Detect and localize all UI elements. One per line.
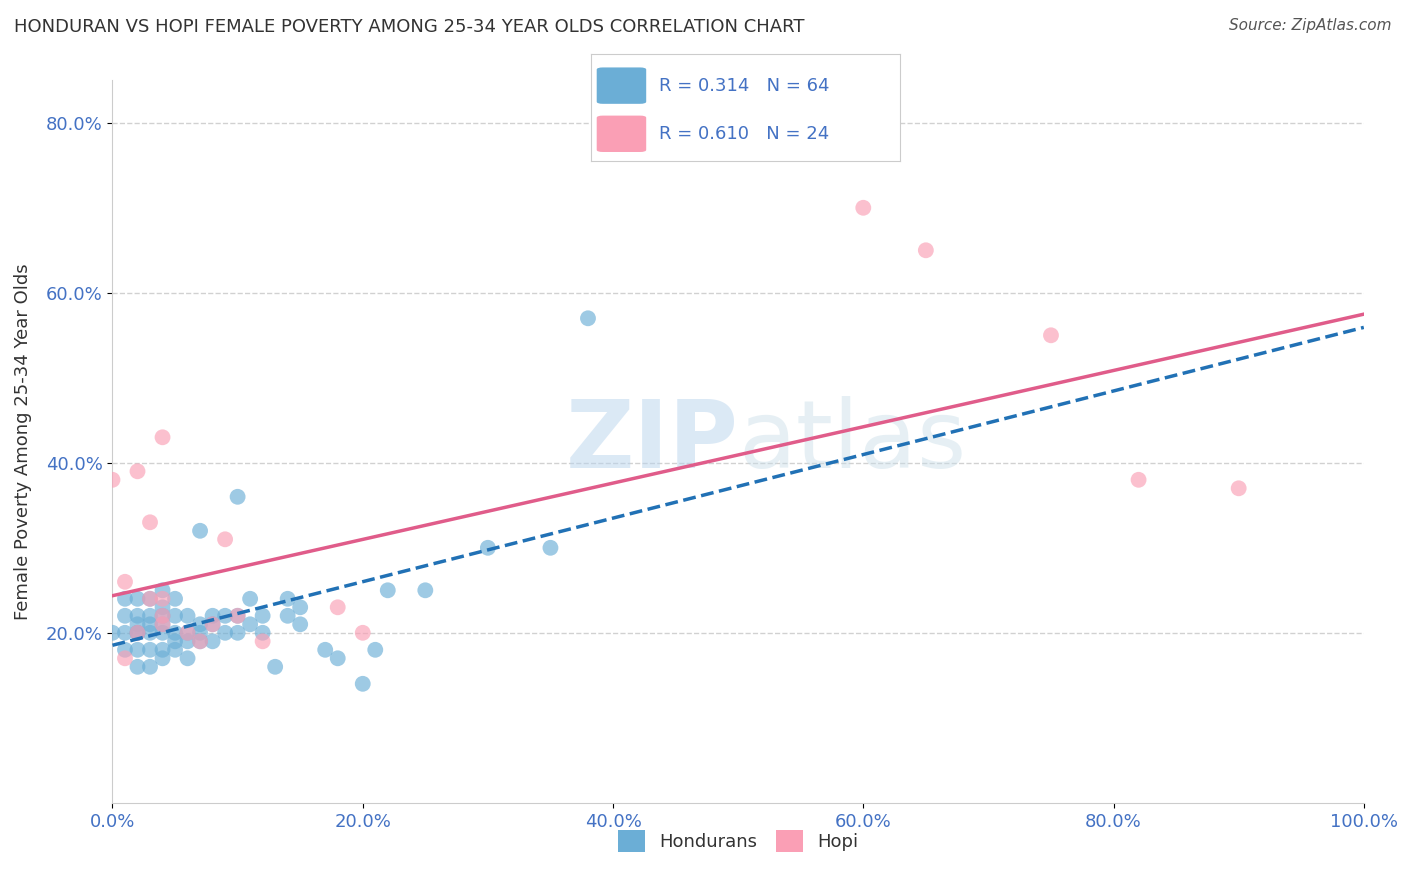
Point [114,625,136,640]
Point [152,608,174,623]
Point [152,591,174,606]
Point [314,642,336,657]
Point [852,201,875,215]
Point [226,608,249,623]
Point [201,617,224,632]
Point [127,642,149,657]
Point [139,608,162,623]
Point [252,625,274,640]
Point [364,642,387,657]
Point [139,625,162,640]
Point [139,617,162,632]
Point [226,490,249,504]
Point [152,583,174,598]
Point [163,634,186,648]
Point [413,583,436,598]
Point [214,608,236,623]
Point [163,625,186,640]
Point [239,591,262,606]
Point [152,608,174,623]
Point [188,634,211,648]
Point [152,600,174,615]
Point [127,608,149,623]
Point [127,617,149,632]
Point [538,541,561,555]
Point [188,625,211,640]
Point [252,608,274,623]
Point [277,591,299,606]
Point [152,617,174,632]
Point [264,660,287,674]
Point [163,591,186,606]
Point [176,625,198,640]
Text: R = 0.610   N = 24: R = 0.610 N = 24 [658,125,828,143]
Point [152,430,174,444]
Text: HONDURAN VS HOPI FEMALE POVERTY AMONG 25-34 YEAR OLDS CORRELATION CHART: HONDURAN VS HOPI FEMALE POVERTY AMONG 25… [14,18,804,36]
Point [139,591,162,606]
Text: R = 0.314   N = 64: R = 0.314 N = 64 [658,77,830,95]
Text: atlas: atlas [738,395,966,488]
Point [127,625,149,640]
Point [127,625,149,640]
Point [152,625,174,640]
Point [139,516,162,530]
Point [152,651,174,665]
Point [127,660,149,674]
Point [326,651,349,665]
Point [239,617,262,632]
Point [176,608,198,623]
Point [226,608,249,623]
Point [114,608,136,623]
Point [176,651,198,665]
Point [477,541,499,555]
Text: Source: ZipAtlas.com: Source: ZipAtlas.com [1229,18,1392,33]
Point [127,591,149,606]
Point [163,608,186,623]
FancyBboxPatch shape [596,68,647,103]
FancyBboxPatch shape [596,116,647,152]
Point [188,617,211,632]
Point [252,634,274,648]
Point [1227,481,1250,495]
Point [1039,328,1063,343]
Point [188,524,211,538]
Legend: Hondurans, Hopi: Hondurans, Hopi [610,822,866,859]
Point [226,625,249,640]
Point [139,591,162,606]
Point [201,617,224,632]
Point [139,642,162,657]
Point [101,473,124,487]
Point [139,660,162,674]
Point [214,625,236,640]
Point [114,642,136,657]
Point [114,651,136,665]
Point [201,608,224,623]
Point [576,311,599,326]
Point [352,625,374,640]
Point [201,634,224,648]
Point [377,583,399,598]
Point [290,617,312,632]
Point [127,625,149,640]
Point [152,642,174,657]
Y-axis label: Female Poverty Among 25-34 Year Olds: Female Poverty Among 25-34 Year Olds [14,263,32,620]
Point [326,600,349,615]
Point [1128,473,1150,487]
Text: ZIP: ZIP [565,395,738,488]
Point [214,533,236,547]
Point [915,244,938,258]
Point [176,634,198,648]
Point [352,677,374,691]
Point [188,634,211,648]
Point [114,591,136,606]
Point [277,608,299,623]
Point [114,574,136,589]
Point [127,464,149,478]
Point [152,617,174,632]
Point [176,625,198,640]
Point [290,600,312,615]
Point [101,625,124,640]
Point [163,642,186,657]
